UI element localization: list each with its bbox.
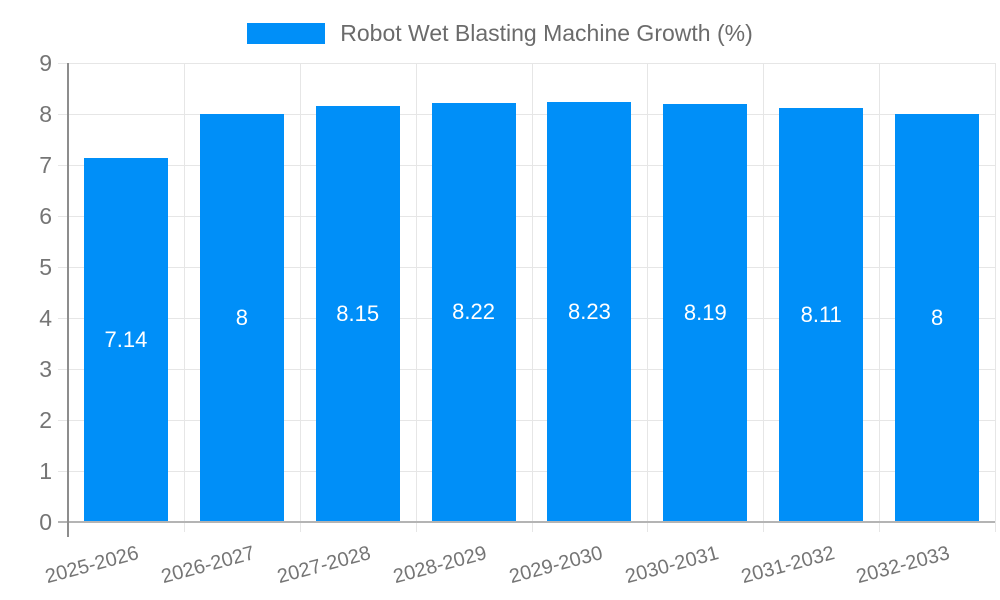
y-tick-label: 4 — [39, 305, 52, 331]
bar: 8 — [895, 114, 980, 522]
y-tick-label: 2 — [39, 407, 52, 433]
y-tick-label: 6 — [39, 203, 52, 229]
bar: 8.19 — [663, 104, 748, 522]
y-tick-label: 0 — [39, 509, 52, 535]
y-tick-label: 3 — [39, 356, 52, 382]
y-gridline — [58, 369, 995, 370]
legend-swatch — [247, 23, 326, 44]
y-gridline — [58, 63, 995, 64]
y-gridline — [58, 267, 995, 268]
y-tick-label: 1 — [39, 458, 52, 484]
x-gridline — [995, 63, 996, 532]
x-gridline — [647, 63, 649, 532]
bar: 8.15 — [315, 106, 400, 522]
x-gridline — [415, 63, 417, 532]
x-gridline — [299, 63, 301, 532]
bar: 8.23 — [547, 102, 632, 522]
x-tick-label: 2031-2032 — [738, 542, 837, 589]
y-tick-label: 5 — [39, 254, 52, 280]
bar-value-label: 8.19 — [683, 300, 727, 326]
x-tick-label: 2032-2033 — [854, 542, 953, 589]
y-gridline — [58, 420, 995, 421]
x-tick-label: 2025-2026 — [43, 542, 142, 589]
y-gridline — [58, 114, 995, 115]
bar-value-label: 7.14 — [104, 326, 148, 352]
bar: 7.14 — [83, 157, 168, 522]
bar: 8.11 — [779, 108, 864, 522]
x-gridline — [531, 63, 533, 532]
x-tick-label: 2027-2028 — [275, 542, 374, 589]
y-tick-label: 7 — [39, 152, 52, 178]
bar: 8.22 — [431, 102, 516, 522]
x-tick-label: 2028-2029 — [390, 542, 489, 589]
bar-value-label: 8.15 — [336, 301, 380, 327]
y-gridline — [58, 165, 995, 166]
x-tick-label: 2029-2030 — [506, 542, 605, 589]
bar-value-label: 8.11 — [800, 302, 842, 328]
x-tick-label: 2026-2027 — [159, 542, 258, 589]
chart-legend: Robot Wet Blasting Machine Growth (%) — [0, 20, 1000, 47]
x-gridline — [879, 63, 881, 532]
bar-value-label: 8.23 — [568, 299, 611, 325]
x-gridline — [763, 63, 765, 532]
x-axis-line — [58, 521, 995, 523]
bar-value-label: 8 — [930, 305, 944, 330]
bar-value-label: 8 — [235, 305, 248, 330]
bar: 8 — [199, 114, 284, 522]
legend-label: Robot Wet Blasting Machine Growth (%) — [340, 20, 753, 46]
y-gridline — [58, 318, 995, 319]
y-tick-label: 9 — [39, 50, 52, 76]
y-axis-line — [67, 63, 69, 537]
y-gridline — [58, 471, 995, 472]
y-gridline — [58, 216, 995, 217]
y-tick-label: 8 — [39, 101, 52, 127]
x-gridline — [183, 63, 185, 532]
x-tick-label: 2030-2031 — [622, 542, 721, 589]
bar-value-label: 8.22 — [452, 299, 495, 325]
